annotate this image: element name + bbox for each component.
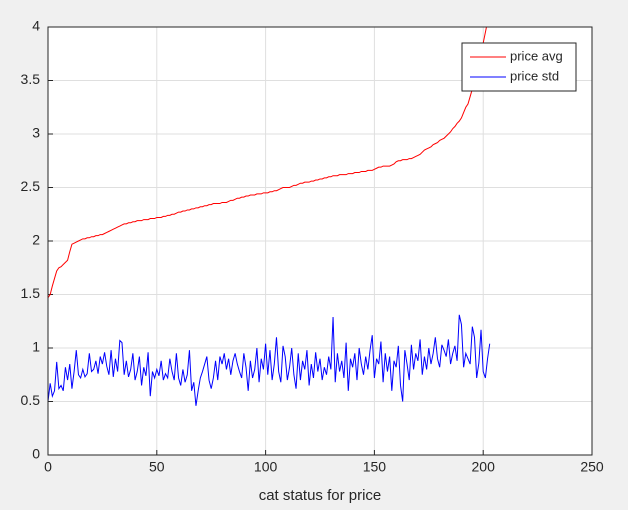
x-tick-label: 50 — [149, 459, 165, 475]
x-tick-label: 100 — [254, 459, 278, 475]
x-tick-label: 150 — [363, 459, 387, 475]
series-group — [48, 27, 487, 298]
x-tick-label: 250 — [580, 459, 604, 475]
axes-box — [47, 26, 593, 456]
y-tick-label: 3.5 — [21, 71, 41, 87]
y-tick-label: 2 — [32, 232, 40, 248]
y-tick-label: 3 — [32, 125, 40, 141]
y-tick-label: 1 — [32, 339, 40, 355]
y-tick-label: 0.5 — [21, 392, 41, 408]
legend-box — [461, 42, 577, 92]
data-line — [48, 27, 487, 298]
x-tick-label: 0 — [44, 459, 52, 475]
y-tick-label: 1.5 — [21, 285, 41, 301]
y-tick-label: 2.5 — [21, 178, 41, 194]
x-tick-label: 200 — [472, 459, 496, 475]
series-group — [48, 314, 491, 406]
y-tick-label: 0 — [32, 446, 40, 462]
legend-label: price avg — [510, 48, 563, 63]
y-tick-label: 4 — [32, 18, 40, 34]
x-axis-label: cat status for price — [259, 487, 382, 504]
data-line — [48, 314, 491, 406]
legend-label: price std — [510, 68, 559, 83]
